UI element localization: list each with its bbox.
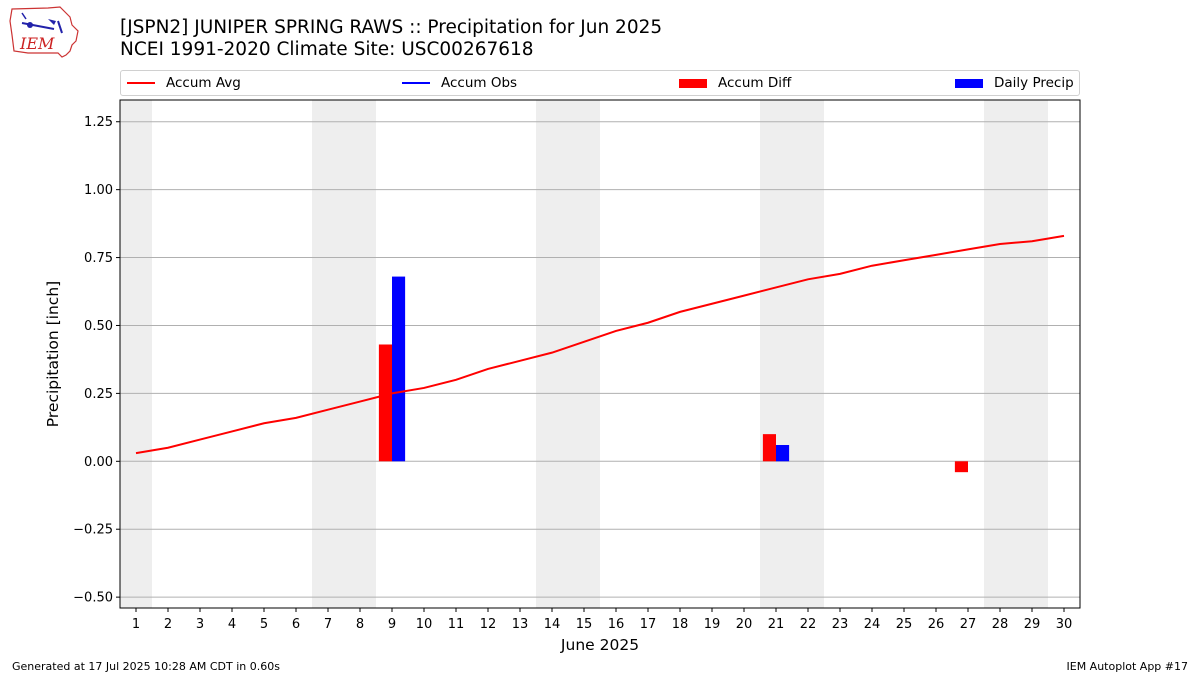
y-tick-label: 1.00 xyxy=(84,183,113,198)
app-credit: IEM Autoplot App #17 xyxy=(1066,660,1189,673)
x-tick-label: 29 xyxy=(1024,617,1041,632)
x-tick-label: 3 xyxy=(196,617,204,632)
chart-title: [JSPN2] JUNIPER SPRING RAWS :: Precipita… xyxy=(120,17,663,38)
y-tick-label: 0.25 xyxy=(84,387,113,402)
y-tick-label: −0.25 xyxy=(73,523,113,538)
x-tick-label: 6 xyxy=(292,617,300,632)
bar-accum-diff xyxy=(762,434,776,462)
y-tick-label: 0.75 xyxy=(84,251,113,266)
x-tick-label: 15 xyxy=(576,617,593,632)
line-accum-avg xyxy=(135,234,1065,455)
logo-text: IEM xyxy=(19,34,55,53)
plot-frame xyxy=(119,99,1081,609)
legend-item-accum-diff: Accum Diff xyxy=(679,71,791,95)
x-tick-label: 22 xyxy=(800,617,817,632)
x-tick-label: 7 xyxy=(324,617,332,632)
x-tick-label: 27 xyxy=(960,617,977,632)
legend-label: Accum Avg xyxy=(166,75,241,91)
x-axis-label: June 2025 xyxy=(560,636,639,654)
chart-subtitle: NCEI 1991-2020 Climate Site: USC00267618 xyxy=(120,39,534,60)
iem-logo: IEM xyxy=(9,6,79,58)
x-tick-label: 26 xyxy=(928,617,945,632)
legend-item-daily-precip: Daily Precip xyxy=(955,71,1074,95)
chart-legend: Accum Avg Accum Obs Accum Diff Daily Pre… xyxy=(120,70,1080,96)
x-tick-label: 10 xyxy=(416,617,433,632)
legend-swatch-accum-diff xyxy=(679,78,707,88)
legend-label: Daily Precip xyxy=(994,75,1074,91)
weekend-shading xyxy=(312,100,376,608)
x-tick-label: 23 xyxy=(832,617,849,632)
legend-swatch-accum-avg xyxy=(127,82,155,84)
x-tick-label: 1 xyxy=(132,617,140,632)
x-tick-label: 2 xyxy=(164,617,172,632)
x-tick-label: 9 xyxy=(388,617,396,632)
weekend-shading xyxy=(120,100,152,608)
x-tick-label: 8 xyxy=(356,617,364,632)
x-tick-label: 11 xyxy=(448,617,465,632)
legend-label: Accum Diff xyxy=(718,75,792,91)
y-tick-label: −0.50 xyxy=(73,591,113,606)
generated-timestamp: Generated at 17 Jul 2025 10:28 AM CDT in… xyxy=(12,660,280,673)
y-tick-label: 1.25 xyxy=(84,115,113,130)
x-tick-label: 21 xyxy=(768,617,785,632)
y-tick-label: 0.50 xyxy=(84,319,113,334)
x-tick-label: 14 xyxy=(544,617,561,632)
y-axis-label: Precipitation [inch] xyxy=(44,281,62,427)
x-tick-label: 24 xyxy=(864,617,881,632)
legend-swatch-daily-precip xyxy=(955,78,983,88)
x-tick-label: 16 xyxy=(608,617,625,632)
x-tick-label: 13 xyxy=(512,617,529,632)
bar-daily-precip xyxy=(392,276,406,462)
x-tick-label: 25 xyxy=(896,617,913,632)
weekend-shading xyxy=(760,100,824,608)
legend-label: Accum Obs xyxy=(441,75,518,91)
x-tick-label: 5 xyxy=(260,617,268,632)
x-tick-label: 30 xyxy=(1056,617,1073,632)
bar-accum-diff xyxy=(954,461,968,473)
y-tick-label: 0.00 xyxy=(84,455,113,470)
weekend-shading xyxy=(984,100,1048,608)
legend-item-accum-avg: Accum Avg xyxy=(127,71,241,95)
x-tick-label: 28 xyxy=(992,617,1009,632)
x-tick-label: 20 xyxy=(736,617,753,632)
x-tick-label: 12 xyxy=(480,617,497,632)
x-tick-label: 4 xyxy=(228,617,236,632)
x-tick-label: 18 xyxy=(672,617,689,632)
x-tick-label: 17 xyxy=(640,617,657,632)
bar-daily-precip xyxy=(776,445,790,462)
bar-accum-diff xyxy=(378,344,392,462)
x-tick-label: 19 xyxy=(704,617,721,632)
legend-item-accum-obs: Accum Obs xyxy=(402,71,517,95)
legend-swatch-accum-obs xyxy=(402,82,430,84)
